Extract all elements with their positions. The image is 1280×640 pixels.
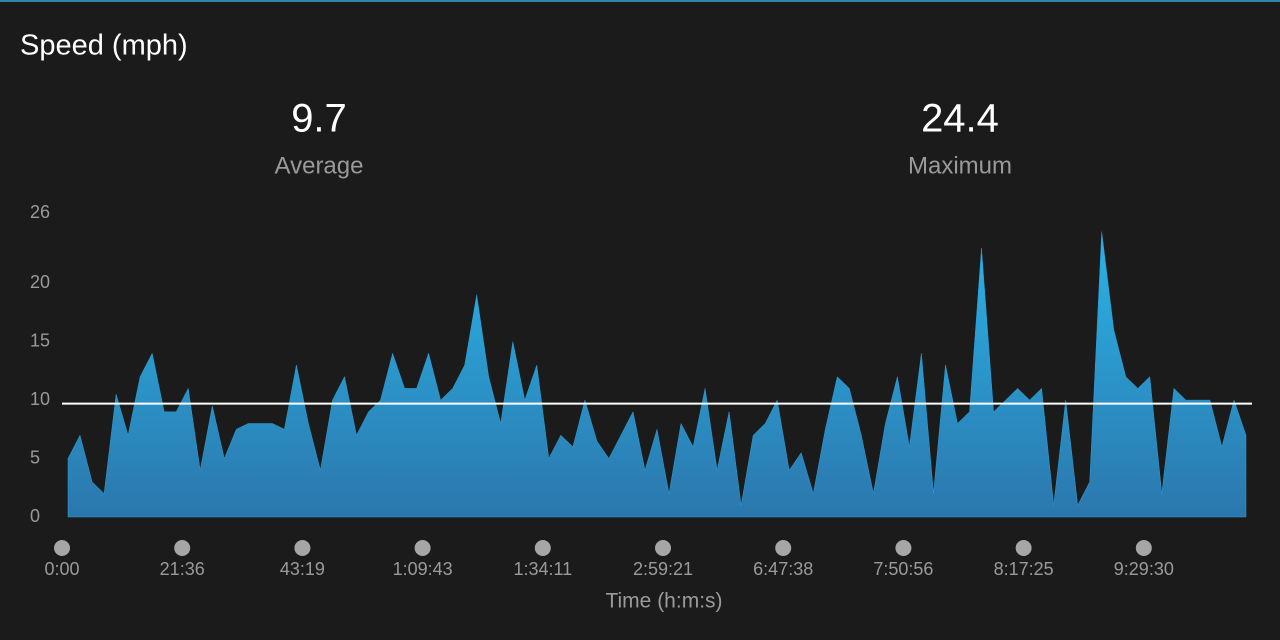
maximum-value: 24.4 bbox=[921, 97, 999, 141]
x-tick-marker bbox=[54, 540, 70, 556]
x-tick-marker bbox=[1135, 540, 1152, 556]
top-border bbox=[0, 0, 1280, 2]
y-tick-label: 15 bbox=[30, 330, 50, 350]
x-tick-label: 43:19 bbox=[280, 559, 325, 579]
x-tick-label: 6:47:38 bbox=[753, 559, 813, 579]
average-value: 9.7 bbox=[291, 97, 347, 141]
x-tick-label: 2:59:21 bbox=[633, 559, 693, 579]
chart-title: Speed (mph) bbox=[20, 30, 188, 62]
x-tick-marker bbox=[294, 540, 311, 556]
x-tick-label: 1:09:43 bbox=[393, 559, 453, 579]
speed-area bbox=[67, 231, 1247, 518]
y-tick-label: 10 bbox=[30, 389, 50, 409]
x-tick-marker bbox=[174, 540, 191, 556]
x-tick-marker bbox=[895, 540, 912, 556]
x-tick-label: 7:50:56 bbox=[873, 559, 933, 579]
x-tick-marker bbox=[1015, 540, 1032, 556]
y-tick-label: 5 bbox=[30, 447, 40, 467]
x-tick-marker bbox=[534, 540, 551, 556]
y-tick-label: 0 bbox=[30, 506, 40, 526]
x-tick-marker bbox=[414, 540, 431, 556]
x-tick-label: 8:17:25 bbox=[994, 559, 1054, 579]
x-tick-label: 1:34:11 bbox=[513, 559, 572, 579]
x-tick-label: 21:36 bbox=[160, 559, 205, 579]
x-tick-label: 9:29:30 bbox=[1114, 559, 1174, 579]
y-tick-label: 26 bbox=[30, 202, 50, 222]
x-axis-title: Time (h:m:s) bbox=[605, 590, 722, 613]
y-tick-label: 20 bbox=[30, 272, 50, 292]
average-label: Average bbox=[275, 152, 364, 179]
x-tick-marker bbox=[655, 540, 672, 556]
x-tick-label: 0:00 bbox=[44, 559, 79, 579]
x-tick-marker bbox=[775, 540, 792, 556]
maximum-label: Maximum bbox=[908, 152, 1012, 179]
